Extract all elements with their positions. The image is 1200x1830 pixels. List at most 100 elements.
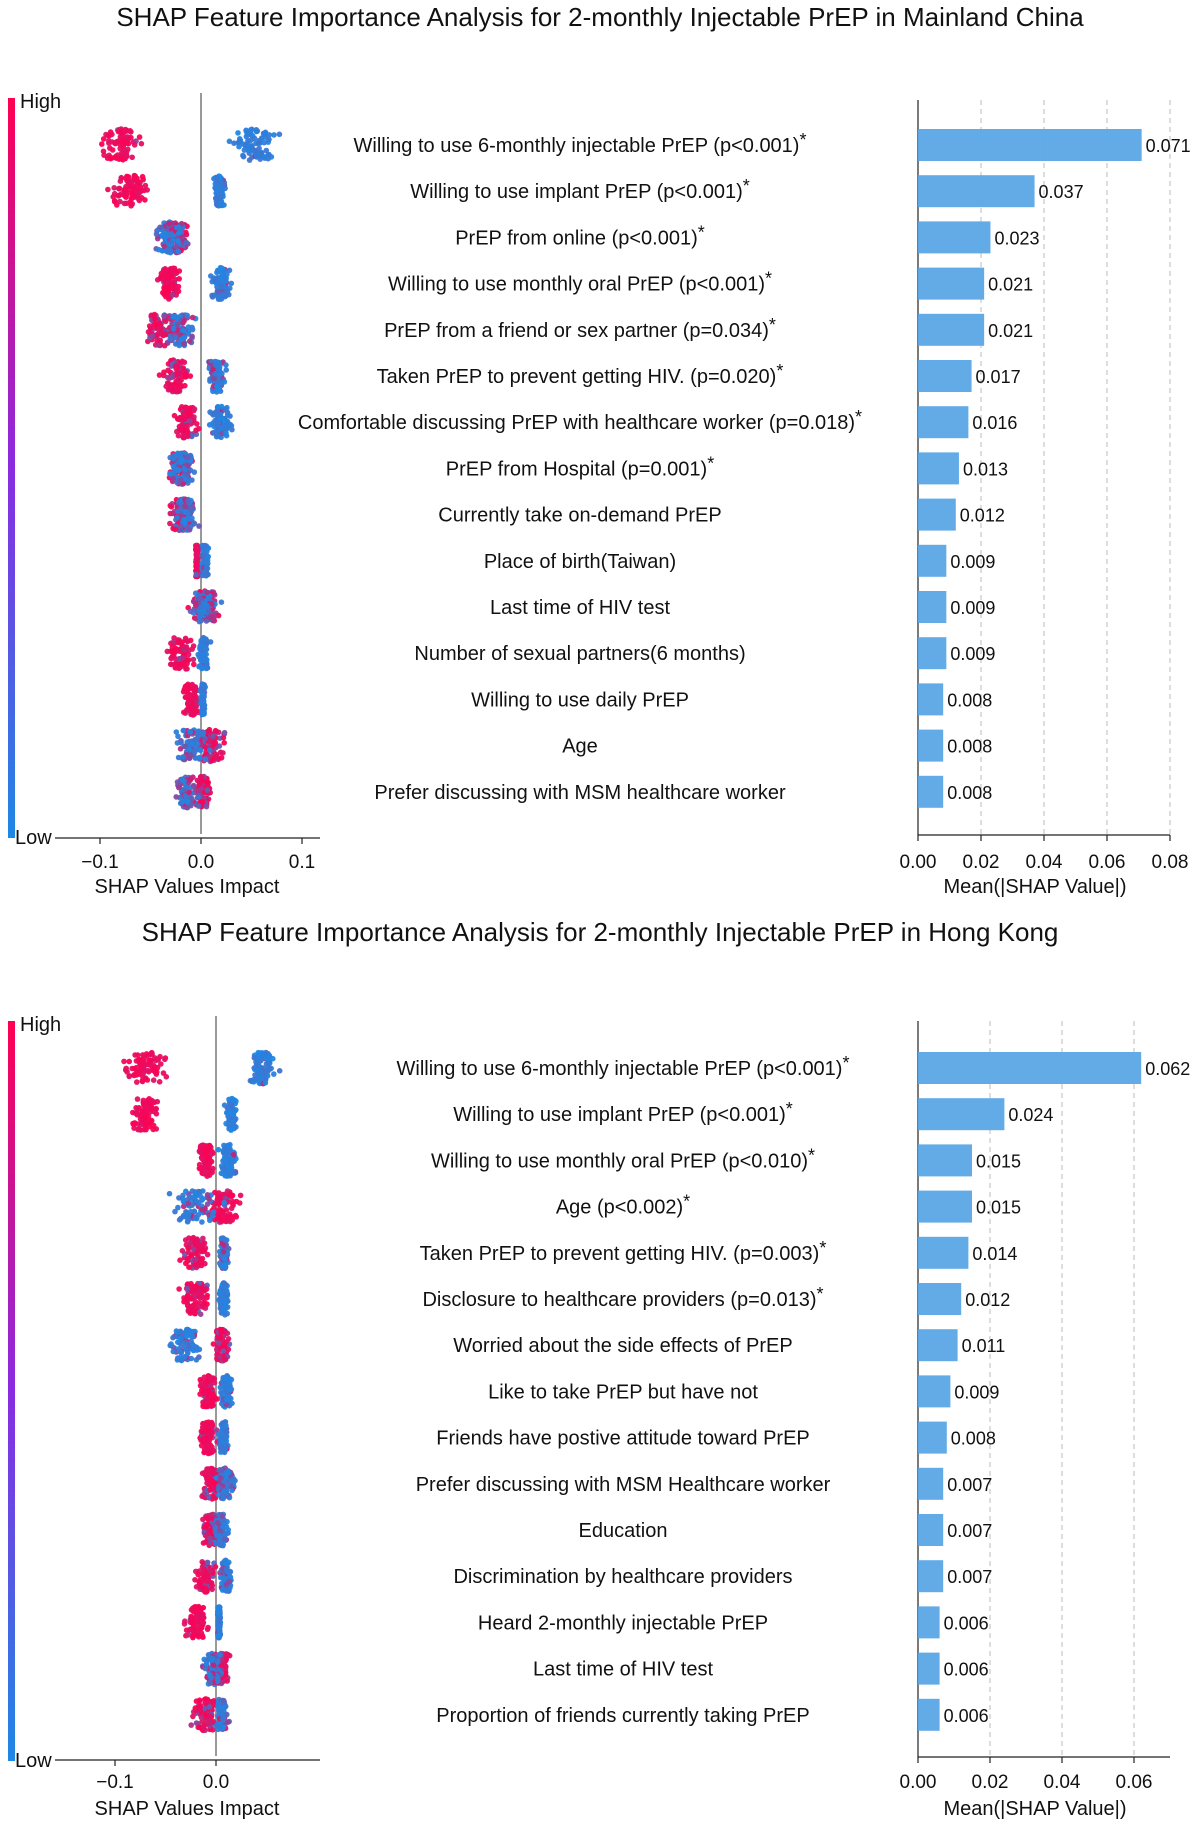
shap-point xyxy=(161,313,167,319)
bar-value-label: 0.009 xyxy=(950,598,995,618)
shap-point xyxy=(196,1247,202,1254)
shap-point xyxy=(216,1354,223,1360)
shap-point xyxy=(211,1379,218,1386)
shap-point xyxy=(202,1539,209,1545)
bar-value-label: 0.023 xyxy=(994,228,1039,248)
shap-point xyxy=(128,129,134,135)
shap-point xyxy=(219,1420,226,1426)
colorbar-high-label: High xyxy=(20,1014,61,1036)
shap-point xyxy=(229,426,235,433)
shap-point xyxy=(181,1621,188,1627)
shap-point xyxy=(156,1079,163,1085)
shap-point xyxy=(207,1374,213,1380)
shap-point xyxy=(192,1214,199,1220)
shap-point xyxy=(111,198,118,205)
shap-point xyxy=(180,1192,186,1199)
shap-point xyxy=(187,1240,193,1247)
shap-point xyxy=(227,1155,233,1161)
shap-point xyxy=(206,737,213,744)
shap-point xyxy=(220,1495,227,1502)
shap-point xyxy=(185,1249,192,1255)
importance-bar xyxy=(918,729,944,762)
shap-point xyxy=(170,510,176,517)
shap-point xyxy=(276,1068,283,1074)
shap-point xyxy=(204,665,210,671)
shap-point xyxy=(189,741,196,747)
shap-point xyxy=(229,1400,235,1407)
shap-point xyxy=(184,1258,191,1264)
shap-point xyxy=(173,1328,180,1334)
importance-bar xyxy=(918,498,956,531)
beeswarm-tick-label: 0.1 xyxy=(289,852,315,873)
shap-point xyxy=(202,1469,208,1476)
shap-point xyxy=(199,657,206,663)
feature-label: Willing to use monthly oral PrEP (p<0.00… xyxy=(388,269,772,296)
shap-point xyxy=(258,1068,264,1075)
bar-tick-label: 0.00 xyxy=(900,852,937,873)
shap-point xyxy=(175,416,181,422)
shap-point xyxy=(196,780,203,787)
shap-point xyxy=(222,1670,229,1676)
shap-point xyxy=(202,644,209,650)
shap-point xyxy=(266,1066,273,1072)
importance-bar xyxy=(918,175,1035,208)
shap-point xyxy=(150,1122,157,1129)
beeswarm-row xyxy=(154,264,235,303)
beeswarm-row xyxy=(164,634,214,672)
shap-point xyxy=(221,1536,228,1542)
shap-point xyxy=(225,1346,232,1353)
shap-point xyxy=(145,1067,151,1074)
shap-point xyxy=(206,1475,213,1481)
shap-point xyxy=(159,232,166,239)
shap-point xyxy=(206,1494,212,1501)
importance-bar xyxy=(918,221,991,254)
shap-point xyxy=(182,467,188,473)
shap-point xyxy=(184,471,191,478)
shap-point xyxy=(197,747,204,754)
shap-point xyxy=(183,694,189,700)
shap-point xyxy=(157,275,164,282)
shap-point xyxy=(200,699,206,705)
shap-point xyxy=(170,1334,176,1341)
shap-point xyxy=(221,740,227,746)
shap-point xyxy=(219,1679,226,1685)
shap-point xyxy=(151,311,158,318)
shap-point xyxy=(167,661,174,668)
shap-point xyxy=(190,656,197,663)
shap-point xyxy=(221,1488,228,1495)
shap-point xyxy=(217,1475,224,1482)
shap-point xyxy=(227,1191,234,1198)
shap-point xyxy=(157,330,164,337)
shap-point xyxy=(224,1482,231,1488)
shap-point xyxy=(180,1355,187,1361)
shap-point xyxy=(165,285,171,291)
shap-point xyxy=(223,1214,230,1221)
shap-point xyxy=(100,136,107,142)
bar-value-label: 0.071 xyxy=(1146,136,1191,156)
panel-hong-kong: SHAP Feature Importance Analysis for 2-m… xyxy=(0,915,1200,1830)
shap-point xyxy=(134,180,141,186)
shap-point xyxy=(223,1434,230,1440)
shap-point xyxy=(104,155,111,161)
shap-point xyxy=(170,1348,177,1355)
shap-point xyxy=(120,139,127,145)
shap-point xyxy=(220,1248,227,1255)
shap-point xyxy=(223,362,229,368)
shap-point xyxy=(187,467,194,473)
shap-point xyxy=(215,1146,222,1153)
shap-point xyxy=(165,387,172,393)
shap-point xyxy=(212,1479,218,1486)
shap-point xyxy=(195,1634,202,1640)
shap-point xyxy=(194,1623,201,1629)
shap-point xyxy=(218,755,225,761)
shap-point xyxy=(200,1294,206,1301)
shap-point xyxy=(177,313,184,319)
significance-star: * xyxy=(855,407,862,427)
shap-point xyxy=(196,618,203,625)
colorbar-high-label: High xyxy=(20,91,61,113)
shap-point xyxy=(212,362,219,368)
shap-point xyxy=(139,1077,146,1084)
shap-point xyxy=(217,1624,223,1630)
shap-point xyxy=(155,326,161,332)
beeswarm-row xyxy=(166,1188,244,1225)
